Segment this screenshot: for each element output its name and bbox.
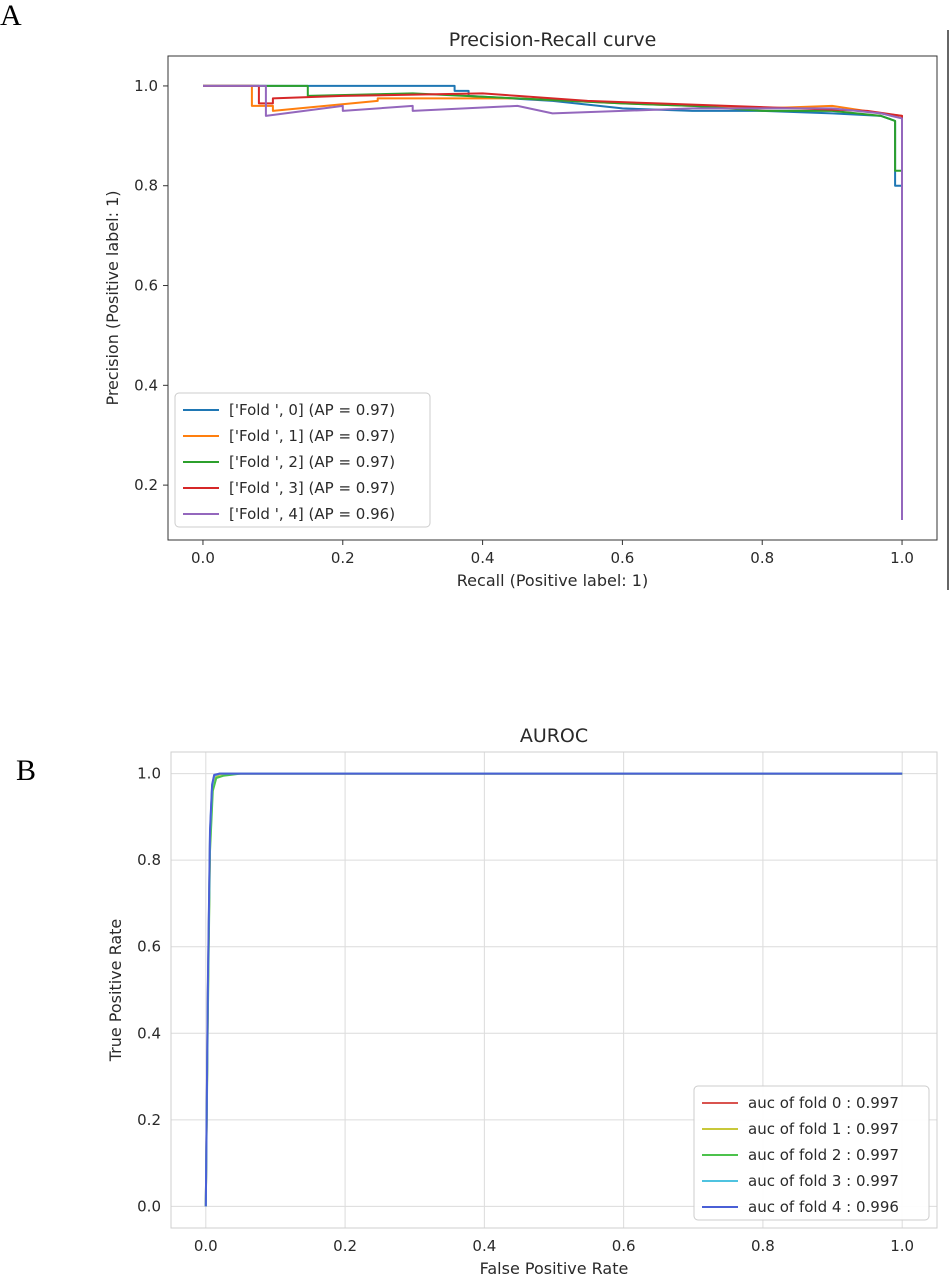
legend-box: [174, 392, 431, 528]
y-tick-label: 0.6: [137, 938, 161, 956]
series-line-4: [204, 772, 903, 1207]
legend-label-2: ['Fold ', 2] (AP = 0.97): [229, 453, 395, 471]
legend-label-3: ['Fold ', 3] (AP = 0.97): [229, 479, 395, 497]
axes-frame: [170, 751, 938, 1229]
x-tick-label: 0.4: [472, 1237, 496, 1255]
x-axis-label: False Positive Rate: [480, 1259, 629, 1278]
x-tick-label: 1.0: [890, 1237, 914, 1255]
auroc-chart: 0.0 0.2 0.4 0.6 0.8 1.0 0.0 0.2 0.4 0.6 0.8 1.0 AURO…: [106, 725, 938, 1278]
x-tick-label: 0.6: [612, 1237, 636, 1255]
x-tick-label: 0.2: [333, 1237, 357, 1255]
y-tick-label: 0.4: [137, 1024, 161, 1042]
y-tick-label: 0.2: [137, 1111, 161, 1129]
y-tick-label: 1.0: [134, 77, 158, 95]
axes-frame: [167, 55, 938, 541]
chart-title: Precision-Recall curve: [449, 29, 657, 51]
legend-label-0: ['Fold ', 0] (AP = 0.97): [229, 401, 395, 419]
y-tick-label: 0.8: [134, 177, 158, 195]
x-tick-label: 1.0: [890, 549, 914, 567]
legend-label-2: auc of fold 2 : 0.997: [748, 1146, 899, 1164]
y-axis-label: Precision (Positive label: 1): [103, 190, 122, 405]
legend-label-1: auc of fold 1 : 0.997: [748, 1120, 899, 1138]
series-line-4: [203, 84, 903, 520]
precision-recall-chart: 0.0 0.2 0.4 0.6 0.8 1.0 0.2 0.4 0.6 0.8 1.0 Precisi…: [103, 29, 938, 590]
y-tick-label: 0.8: [137, 851, 161, 869]
x-tick-label: 0.6: [610, 549, 634, 567]
legend-box: [693, 1085, 930, 1221]
legend-label-4: ['Fold ', 4] (AP = 0.96): [229, 505, 395, 523]
legend-label-3: auc of fold 3 : 0.997: [748, 1172, 899, 1190]
x-tick-label: 0.0: [194, 1237, 218, 1255]
x-tick-label: 0.4: [471, 549, 495, 567]
x-tick-label: 0.2: [331, 549, 355, 567]
y-tick-label: 0.4: [134, 376, 158, 394]
x-axis-label: Recall (Positive label: 1): [457, 571, 648, 590]
y-axis-label: True Positive Rate: [106, 919, 125, 1063]
chart-title: AUROC: [520, 725, 588, 747]
x-tick-label: 0.0: [191, 549, 215, 567]
panel-label-b: B: [16, 754, 36, 787]
y-tick-label: 0.2: [134, 476, 158, 494]
y-tick-label: 0.0: [137, 1197, 161, 1215]
x-tick-label: 0.8: [751, 1237, 775, 1255]
legend-label-1: ['Fold ', 1] (AP = 0.97): [229, 427, 395, 445]
y-tick-label: 0.6: [134, 277, 158, 295]
y-tick-label: 1.0: [137, 765, 161, 783]
x-tick-label: 0.8: [750, 549, 774, 567]
series-line-2: [203, 84, 903, 520]
legend-label-4: auc of fold 4 : 0.996: [748, 1198, 899, 1216]
panel-label-a: A: [0, 0, 22, 32]
legend-label-0: auc of fold 0 : 0.997: [748, 1094, 899, 1112]
